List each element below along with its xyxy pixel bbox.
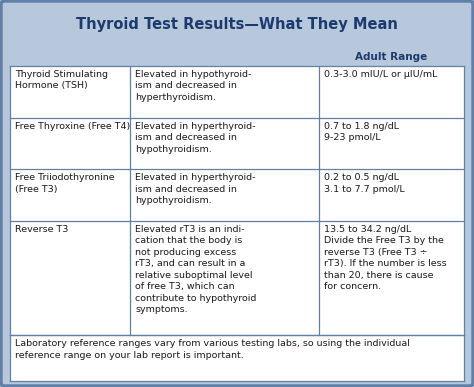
Text: Laboratory reference ranges vary from various testing labs, so using the individ: Laboratory reference ranges vary from va…: [15, 339, 410, 360]
Text: Elevated in hypothyroid-
ism and decreased in
hyperthyroidism.: Elevated in hypothyroid- ism and decreas…: [135, 70, 252, 102]
Text: 0.2 to 0.5 ng/dL
3.1 to 7.7 pmol/L: 0.2 to 0.5 ng/dL 3.1 to 7.7 pmol/L: [324, 173, 404, 194]
Bar: [10, 335, 464, 381]
Text: 13.5 to 34.2 ng/dL
Divide the Free T3 by the
reverse T3 (Free T3 ÷
rT3). If the : 13.5 to 34.2 ng/dL Divide the Free T3 by…: [324, 225, 447, 291]
Bar: [10, 66, 464, 335]
Text: Thyroid Stimulating
Hormone (TSH): Thyroid Stimulating Hormone (TSH): [15, 70, 108, 91]
Text: Elevated in hyperthyroid-
ism and decreased in
hypothyroidism.: Elevated in hyperthyroid- ism and decrea…: [135, 173, 256, 205]
Text: Elevated in hyperthyroid-
ism and decreased in
hypothyroidism.: Elevated in hyperthyroid- ism and decrea…: [135, 122, 256, 154]
Text: Adult Range: Adult Range: [355, 52, 428, 62]
Text: Free Triiodothyronine
(Free T3): Free Triiodothyronine (Free T3): [15, 173, 115, 194]
Text: Free Thyroxine (Free T4): Free Thyroxine (Free T4): [15, 122, 130, 131]
Text: Reverse T3: Reverse T3: [15, 225, 68, 234]
Text: Thyroid Test Results—What They Mean: Thyroid Test Results—What They Mean: [76, 17, 398, 33]
FancyBboxPatch shape: [1, 1, 473, 386]
Text: Elevated rT3 is an indi-
cation that the body is
not producing excess
rT3, and c: Elevated rT3 is an indi- cation that the…: [135, 225, 257, 314]
Text: 0.7 to 1.8 ng/dL
9-23 pmol/L: 0.7 to 1.8 ng/dL 9-23 pmol/L: [324, 122, 399, 142]
Text: 0.3-3.0 mIU/L or μIU/mL: 0.3-3.0 mIU/L or μIU/mL: [324, 70, 437, 79]
